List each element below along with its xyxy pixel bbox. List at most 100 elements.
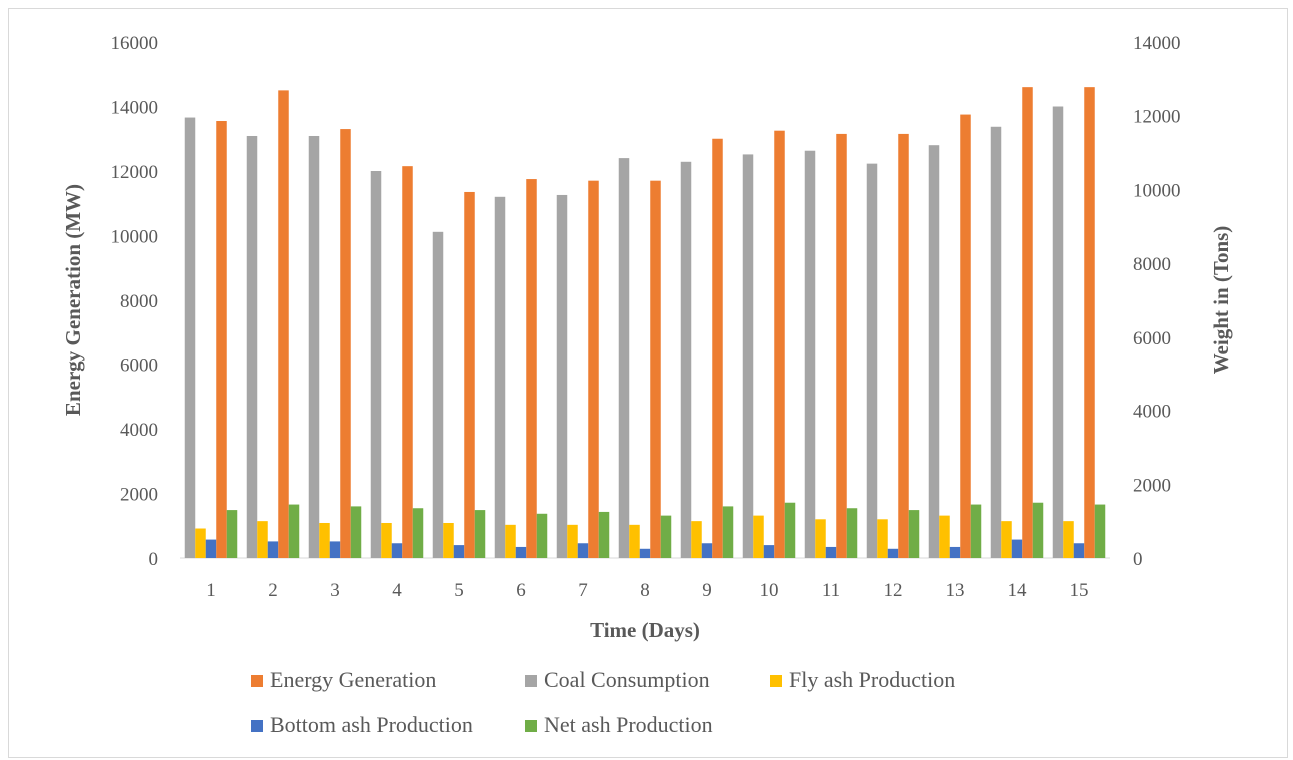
bar-energy-generation <box>340 129 351 558</box>
bar-bottom-ash-production <box>267 541 279 558</box>
bar-coal-consumption <box>680 161 692 559</box>
bar-bottom-ash-production <box>1011 539 1023 558</box>
y-right-tick-label: 8000 <box>1133 254 1171 275</box>
x-axis-title: Time (Days) <box>590 618 700 642</box>
y-right-tick-label: 2000 <box>1133 475 1171 496</box>
bar-fly-ash-production <box>319 522 330 558</box>
bar-coal-consumption <box>308 135 320 558</box>
bar-fly-ash-production <box>1063 521 1074 558</box>
bar-fly-ash-production <box>815 519 826 558</box>
y-left-tick-label: 6000 <box>120 356 158 377</box>
x-tick-label: 3 <box>330 580 340 601</box>
bar-net-ash-production <box>660 515 672 558</box>
bar-bottom-ash-production <box>887 548 899 558</box>
bar-coal-consumption <box>432 231 444 559</box>
bar-fly-ash-production <box>691 521 702 558</box>
y-left-tick-label: 2000 <box>120 485 158 506</box>
bar-coal-consumption <box>370 171 382 558</box>
bar-energy-generation <box>464 191 475 558</box>
legend-label-fly-ash-production: Fly ash Production <box>789 667 955 692</box>
x-tick-label: 4 <box>392 580 402 601</box>
bar-fly-ash-production <box>939 515 950 558</box>
bar-net-ash-production <box>412 508 424 558</box>
bar-bottom-ash-production <box>205 539 217 558</box>
bar-coal-consumption <box>1052 106 1064 558</box>
bar-bottom-ash-production <box>391 543 403 558</box>
bar-fly-ash-production <box>505 524 516 558</box>
x-tick-label: 5 <box>454 580 464 601</box>
bar-bottom-ash-production <box>515 546 527 558</box>
y-left-axis-title: Energy Generation (MW) <box>61 184 85 416</box>
bar-net-ash-production <box>536 513 548 558</box>
legend-swatch-coal-consumption <box>525 675 537 687</box>
bar-net-ash-production <box>908 510 920 558</box>
bar-energy-generation <box>588 180 599 559</box>
bar-bottom-ash-production <box>329 541 341 558</box>
bar-energy-generation <box>216 121 227 558</box>
bar-coal-consumption <box>928 145 940 558</box>
x-tick-label: 13 <box>946 580 965 601</box>
bar-net-ash-production <box>474 510 486 558</box>
bar-net-ash-production <box>226 510 238 558</box>
x-tick-label: 15 <box>1070 580 1089 601</box>
bar-bottom-ash-production <box>453 545 465 558</box>
bar-net-ash-production <box>722 506 734 558</box>
bar-coal-consumption <box>742 154 754 558</box>
bar-fly-ash-production <box>877 519 888 558</box>
bar-fly-ash-production <box>257 521 268 558</box>
x-tick-label: 9 <box>702 580 712 601</box>
bar-fly-ash-production <box>567 524 578 558</box>
y-right-tick-label: 4000 <box>1133 402 1171 423</box>
y-left-tick-label: 8000 <box>120 291 158 312</box>
legend-label-coal-consumption: Coal Consumption <box>544 667 710 692</box>
y-right-tick-label: 14000 <box>1133 33 1181 54</box>
y-left-tick-label: 14000 <box>111 98 159 119</box>
bar-energy-generation <box>1022 87 1033 559</box>
bar-energy-generation <box>402 166 413 558</box>
legend-swatch-bottom-ash-production <box>251 720 263 732</box>
x-tick-label: 1 <box>206 580 216 601</box>
y-right-tick-label: 6000 <box>1133 328 1171 349</box>
x-tick-label: 7 <box>578 580 588 601</box>
bar-energy-generation <box>836 133 847 558</box>
x-tick-label: 14 <box>1008 580 1028 601</box>
bar-fly-ash-production <box>753 515 764 558</box>
legend-swatch-fly-ash-production <box>770 675 782 687</box>
x-tick-label: 12 <box>884 580 903 601</box>
bar-coal-consumption <box>866 163 878 558</box>
bar-fly-ash-production <box>443 522 454 558</box>
x-tick-label: 11 <box>822 580 840 601</box>
bar-energy-generation <box>774 130 785 558</box>
bar-net-ash-production <box>598 511 610 558</box>
bar-bottom-ash-production <box>639 548 651 558</box>
y-right-axis-title: Weight in (Tons) <box>1209 226 1233 375</box>
y-left-tick-label: 4000 <box>120 420 158 441</box>
bar-net-ash-production <box>1032 502 1044 558</box>
legend-swatch-net-ash-production <box>525 720 537 732</box>
x-tick-label: 6 <box>516 580 526 601</box>
bar-bottom-ash-production <box>701 543 713 558</box>
bar-fly-ash-production <box>195 528 206 558</box>
bar-coal-consumption <box>556 194 568 558</box>
bar-bottom-ash-production <box>577 543 589 558</box>
legend-label-energy-generation: Energy Generation <box>270 667 436 692</box>
bar-net-ash-production <box>1094 504 1106 558</box>
bar-energy-generation <box>898 133 909 558</box>
bar-net-ash-production <box>288 504 300 558</box>
bar-energy-generation <box>960 114 971 558</box>
bar-energy-generation <box>278 90 289 558</box>
bar-energy-generation <box>1084 87 1095 559</box>
bar-coal-consumption <box>184 117 196 559</box>
legend-swatch-energy-generation <box>251 675 263 687</box>
bar-coal-consumption <box>804 150 816 558</box>
legend-label-bottom-ash-production: Bottom ash Production <box>270 712 473 737</box>
bar-energy-generation <box>526 179 537 558</box>
bar-net-ash-production <box>350 506 362 558</box>
bar-bottom-ash-production <box>825 546 837 558</box>
y-right-tick-label: 12000 <box>1133 107 1181 128</box>
y-left-tick-label: 10000 <box>111 227 159 248</box>
y-left-tick-label: 12000 <box>111 162 159 183</box>
bar-coal-consumption <box>618 158 630 558</box>
bar-fly-ash-production <box>381 522 392 558</box>
